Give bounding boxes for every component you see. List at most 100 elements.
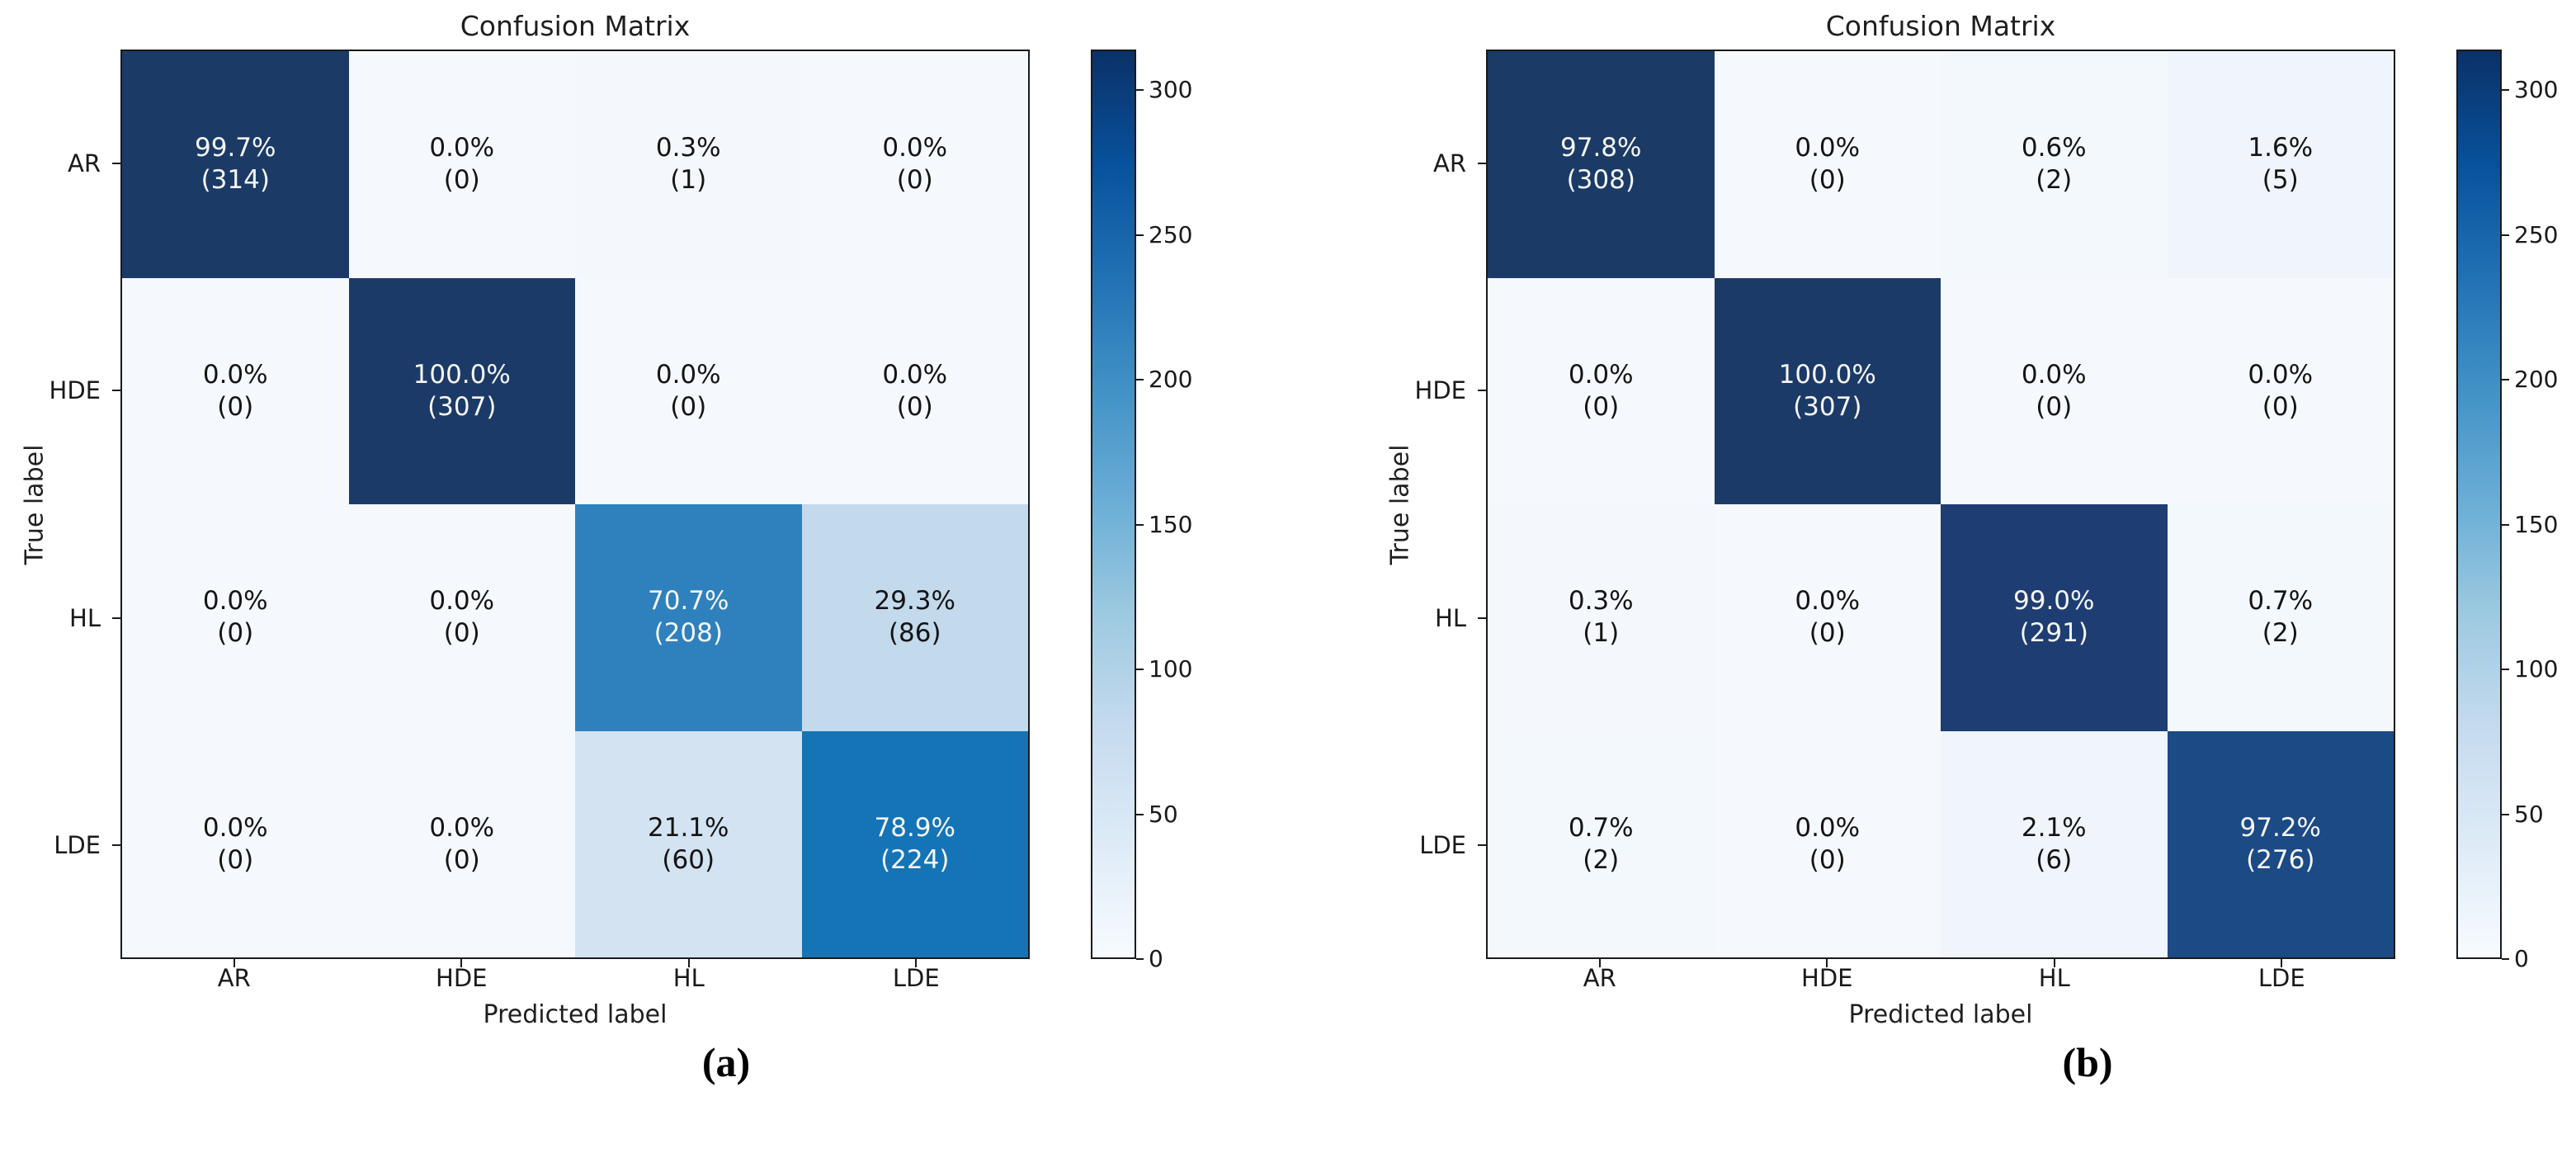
x-axis-label: Predicted label (1848, 1000, 2033, 1029)
matrix-cell-b-3-0: 0.7% (2) (1488, 730, 1715, 957)
cell-count: (0) (2036, 391, 2073, 422)
cell-count: (1) (670, 165, 707, 196)
x-axis-tick (915, 959, 918, 967)
cell-count: (0) (1809, 844, 1846, 875)
y-axis-tick (112, 390, 120, 392)
confusion-matrix-grid: 97.8% (308) 0.0% (0) 0.6% (2) 1.6% (5) 0.0% (0) 10… (1486, 50, 2395, 959)
cell-percent: 0.0% (2248, 359, 2314, 390)
x-tick-label-hde: HDE (436, 964, 488, 992)
cell-percent: 0.0% (202, 586, 268, 617)
cell-count: (0) (217, 618, 254, 649)
x-tick-label-ar: AR (1583, 964, 1616, 992)
cell-count: (0) (217, 391, 254, 422)
colorbar-tick (1136, 89, 1144, 92)
y-axis-tick (112, 844, 120, 847)
colorbar-tick-label: 0 (2514, 945, 2529, 972)
cell-percent: 99.0% (2013, 586, 2095, 617)
colorbar-tick (1136, 379, 1144, 381)
colorbar-tick (1136, 958, 1144, 960)
matrix-cell-a-1-0: 0.0% (0) (122, 277, 349, 504)
cell-count: (307) (1793, 391, 1862, 422)
matrix-cell-a-1-2: 0.0% (0) (575, 277, 802, 504)
cell-count: (0) (443, 618, 480, 649)
y-axis-tick (1478, 617, 1486, 619)
cell-count: (2) (2036, 165, 2073, 196)
colorbar-tick-label: 200 (2514, 366, 2559, 394)
cell-percent: 21.1% (648, 812, 729, 843)
colorbar-tick-label: 150 (1149, 510, 1193, 538)
colorbar (2456, 50, 2502, 959)
colorbar-tick (1136, 234, 1144, 236)
cell-count: (2) (2262, 618, 2299, 649)
cell-count: (0) (443, 165, 480, 196)
cell-percent: 97.8% (1560, 133, 1642, 163)
x-axis-tick (460, 959, 463, 967)
matrix-cell-b-3-2: 2.1% (6) (1941, 730, 2168, 957)
matrix-cell-b-2-3: 0.7% (2) (2167, 504, 2394, 731)
x-axis-tick (687, 959, 690, 967)
x-tick-label-ar: AR (217, 964, 251, 992)
colorbar-tick-label: 0 (1149, 945, 1163, 972)
y-axis-label: True label (1382, 50, 1418, 959)
cell-count: (0) (1583, 391, 1620, 422)
cell-percent: 2.1% (2021, 812, 2087, 843)
x-tick-label-hde: HDE (1801, 964, 1853, 992)
matrix-cell-a-2-0: 0.0% (0) (122, 504, 349, 731)
matrix-cell-a-3-2: 21.1% (60) (575, 730, 802, 957)
matrix-cell-a-2-3: 29.3% (86) (801, 504, 1028, 731)
y-tick-label-hl: HL (69, 603, 101, 632)
cell-percent: 0.0% (429, 812, 495, 843)
cell-percent: 0.7% (1568, 812, 1634, 843)
x-tick-label-hl: HL (2038, 964, 2070, 992)
cell-percent: 0.0% (429, 586, 495, 617)
cell-count: (0) (896, 391, 933, 422)
matrix-cell-a-0-2: 0.3% (1) (575, 51, 802, 278)
colorbar (1091, 50, 1136, 959)
colorbar-tick (1136, 813, 1144, 815)
cell-count: (5) (2262, 165, 2299, 196)
matrix-cell-a-1-3: 0.0% (0) (801, 277, 1028, 504)
x-axis-tick (2281, 959, 2283, 967)
cell-percent: 0.0% (882, 359, 948, 390)
y-tick-label-lde: LDE (1419, 831, 1466, 860)
cell-percent: 0.0% (882, 133, 948, 163)
cell-percent: 0.7% (2248, 586, 2314, 617)
matrix-cell-b-1-0: 0.0% (0) (1488, 277, 1715, 504)
colorbar-tick-label: 100 (2514, 655, 2559, 683)
colorbar-tick-label: 150 (2514, 510, 2559, 538)
matrix-cell-b-3-1: 0.0% (0) (1714, 730, 1941, 957)
cell-count: (0) (1809, 618, 1846, 649)
matrix-cell-b-0-2: 0.6% (2) (1941, 51, 2168, 278)
matrix-cell-b-2-2: 99.0% (291) (1941, 504, 2168, 731)
cell-count: (307) (427, 391, 497, 422)
y-axis-tick (112, 617, 120, 619)
cell-percent: 0.0% (2021, 359, 2087, 390)
cell-count: (0) (2262, 391, 2299, 422)
cell-percent: 97.2% (2239, 812, 2321, 843)
colorbar-tick-label: 300 (1149, 76, 1193, 104)
cell-count: (1) (1583, 618, 1620, 649)
colorbar-tick-label: 250 (1149, 220, 1193, 248)
cell-percent: 0.0% (1795, 812, 1861, 843)
colorbar-tick (2502, 958, 2509, 960)
chart-title: Confusion Matrix (460, 10, 691, 42)
matrix-cell-b-1-2: 0.0% (0) (1941, 277, 2168, 504)
y-axis-tick (1478, 844, 1486, 847)
matrix-cell-a-1-1: 100.0% (307) (348, 277, 575, 504)
cell-percent: 0.0% (1795, 133, 1861, 163)
colorbar-tick-label: 300 (2514, 76, 2559, 104)
cell-count: (0) (443, 844, 480, 875)
cell-percent: 100.0% (1778, 359, 1876, 390)
cell-percent: 1.6% (2248, 133, 2314, 163)
y-axis-tick (1478, 162, 1486, 164)
y-axis-tick (1478, 390, 1486, 392)
colorbar-tick (2502, 813, 2509, 815)
colorbar-tick (1136, 669, 1144, 671)
matrix-cell-a-0-3: 0.0% (0) (801, 51, 1028, 278)
chart-title: Confusion Matrix (1825, 10, 2056, 42)
cell-count: (276) (2246, 844, 2315, 875)
matrix-cell-b-0-0: 97.8% (308) (1488, 51, 1715, 278)
colorbar-tick-label: 100 (1149, 655, 1193, 683)
matrix-cell-a-3-3: 78.9% (224) (801, 730, 1028, 957)
